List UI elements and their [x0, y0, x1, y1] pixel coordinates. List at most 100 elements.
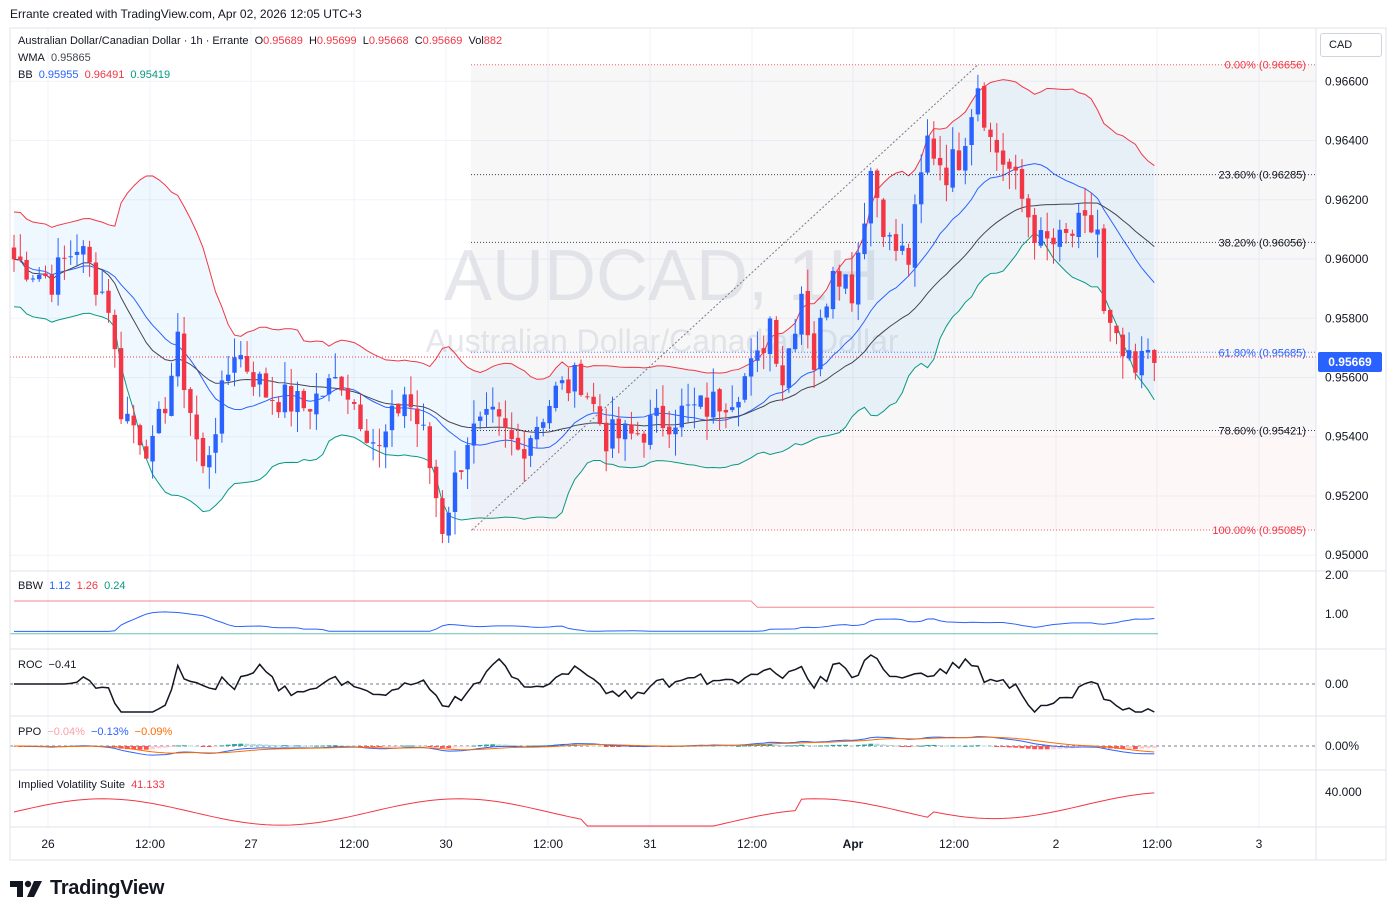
candle-body-88: [566, 379, 571, 394]
candle-133: [849, 252, 855, 312]
ppo-hist-50: [326, 745, 332, 747]
candle-102: [654, 389, 659, 433]
ppo-hist-40: [263, 744, 269, 746]
candle-86: [553, 381, 558, 412]
candle-105: [673, 409, 678, 456]
fib-zone-0: [471, 64, 1316, 175]
candle-body-73: [471, 423, 477, 446]
candle-body-40: [263, 373, 269, 398]
legend-h-label: H: [308, 35, 317, 47]
ppo-hist-129: [824, 745, 830, 747]
candle-174: [1108, 309, 1113, 342]
candle-123: [786, 348, 792, 393]
candle-120: [767, 316, 773, 372]
ppo-hist-165: [1051, 746, 1056, 750]
candle-body-97: [622, 423, 628, 440]
price-tick-1: 0.96400: [1325, 134, 1369, 148]
legend-iv: Implied Volatility Suite 41.133: [18, 779, 168, 791]
candle-body-168: [1070, 233, 1075, 236]
candle-body-142: [906, 248, 911, 265]
legend-bb-label: BB: [18, 69, 33, 81]
candle-58: [377, 428, 382, 468]
candle-body-58: [377, 445, 382, 447]
candle-body-85: [547, 405, 552, 424]
candle-94: [604, 408, 609, 472]
candle-107: [685, 383, 691, 423]
candle-61: [396, 403, 401, 417]
candle-137: [874, 168, 880, 218]
candle-40: [263, 367, 269, 398]
currency-button[interactable]: CAD: [1320, 33, 1382, 57]
legend-open: 0.95689: [263, 35, 303, 47]
candle-149: [950, 127, 955, 193]
ppo-hist-161: [1025, 746, 1031, 749]
candle-72: [465, 437, 470, 490]
candle-body-114: [730, 407, 735, 410]
ppo-hist-119: [761, 744, 767, 746]
candle-body-176: [1120, 334, 1125, 357]
candle-body-150: [956, 150, 962, 171]
ppo-hist-31: [206, 746, 212, 747]
candle-body-65: [421, 424, 426, 426]
bbw-value-2: 1.26: [76, 580, 99, 592]
candle-body-59: [383, 431, 388, 448]
candle-49: [320, 395, 325, 397]
candle-27: [181, 316, 187, 409]
ppo-hist-166: [1057, 746, 1063, 749]
ppo-hist-26: [175, 745, 181, 747]
ppo-hist-143: [912, 746, 918, 747]
ppo-hist-51: [332, 745, 338, 747]
ppo-hist-52: [339, 745, 344, 747]
candle-138: [881, 197, 886, 247]
ppo-hist-155: [988, 745, 993, 747]
price-tick-5: 0.95600: [1325, 370, 1369, 384]
bbw-highest-line: [14, 600, 1155, 608]
candle-body-166: [1057, 229, 1062, 247]
candle-75: [484, 392, 489, 429]
candle-127: [811, 321, 817, 389]
ppo-hist-144: [918, 745, 924, 747]
ppo-hist-163: [1038, 746, 1044, 750]
candle-7: [55, 238, 61, 306]
candle-19: [131, 404, 136, 444]
candle-body-9: [68, 256, 73, 258]
ppo-hist-159: [1013, 746, 1019, 748]
bb-basis-line: [13, 163, 1155, 449]
time-tick-12: 3: [1256, 837, 1263, 851]
candle-body-138: [881, 199, 886, 237]
candle-body-99: [635, 433, 640, 435]
candle-167: [1063, 222, 1069, 244]
ppo-hist-112: [717, 745, 722, 747]
candle-136: [868, 167, 873, 247]
candle-80: [515, 423, 521, 451]
grid-lines: [10, 28, 1316, 827]
candle-body-28: [188, 389, 193, 413]
candle-47: [307, 408, 313, 430]
bbw-line: [13, 611, 1155, 632]
candle-50: [326, 373, 332, 402]
ppo-hist-113: [723, 745, 729, 747]
candle-118: [755, 331, 760, 372]
ppo-hist-120: [767, 744, 773, 746]
roc-label: ROC: [18, 659, 43, 671]
ppo-hist-128: [818, 745, 823, 747]
candle-body-86: [553, 385, 558, 408]
tradingview-logo[interactable]: TradingView: [10, 877, 164, 900]
ppo-hist-32: [213, 746, 218, 747]
candle-114: [730, 385, 735, 413]
ppo-hist-157: [1000, 746, 1006, 748]
candle-46: [301, 388, 306, 412]
candle-body-22: [150, 435, 155, 462]
ppo-hist-73: [471, 745, 477, 747]
chart-credit: Errante created with TradingView.com, Ap…: [10, 7, 362, 21]
roc-line: [14, 654, 1155, 714]
candle-body-35: [232, 357, 237, 373]
candle-body-32: [213, 434, 218, 453]
candle-body-175: [1114, 325, 1119, 334]
candle-body-27: [181, 333, 187, 391]
candle-155: [988, 122, 993, 153]
ppo-hist-130: [830, 744, 836, 746]
candle-17: [118, 331, 124, 425]
candle-body-102: [654, 407, 659, 416]
